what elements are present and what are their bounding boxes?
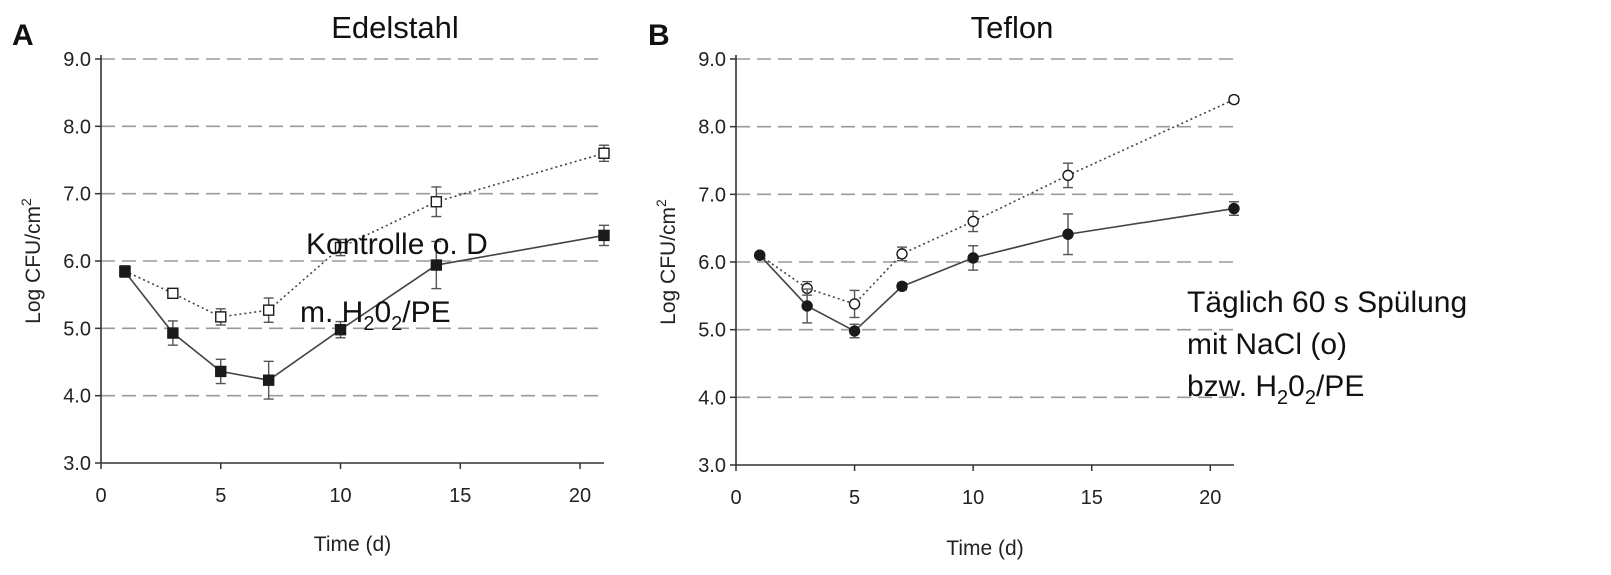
y-tick-label: 8.0: [698, 117, 726, 139]
data-point: [598, 147, 610, 159]
y-tick-label: 3.0: [698, 455, 726, 477]
y-tick-label: 5.0: [698, 320, 726, 342]
y-tick-label: 4.0: [698, 387, 726, 409]
y-tick-label: 7.0: [698, 184, 726, 206]
data-point: [1228, 93, 1240, 106]
x-tick-label: 0: [95, 485, 106, 507]
y-axis-label: Log CFU/cm2: [653, 199, 680, 325]
y-tick-label: 3.0: [63, 453, 91, 475]
y-tick-label: 6.0: [698, 252, 726, 274]
y-tick-label: 7.0: [63, 184, 91, 206]
annotation: Kontrolle o. D: [306, 228, 488, 261]
x-tick-label: 10: [329, 485, 351, 507]
annotation-text: /PE: [402, 296, 450, 329]
series-line: [759, 207, 1235, 332]
y-tick-label: 4.0: [63, 386, 91, 408]
y-axis-label-text: Log CFU/cm: [657, 207, 680, 325]
data-point: [848, 325, 861, 337]
annotation: mit NaCl (o): [1187, 328, 1347, 361]
data-point: [430, 196, 443, 208]
series-line: [759, 98, 1235, 305]
data-point: [1062, 169, 1074, 182]
x-tick-label: 15: [1081, 487, 1103, 509]
data-point: [119, 266, 131, 278]
data-point: [896, 280, 908, 293]
x-tick-label: 5: [215, 485, 226, 507]
data-point: [1062, 228, 1074, 240]
data-point: [430, 259, 443, 271]
annotation-text: 0: [1288, 370, 1305, 403]
y-tick-label: 6.0: [63, 251, 91, 273]
y-tick-label: 9.0: [63, 49, 91, 71]
y-tick-label: 5.0: [63, 318, 91, 340]
annotation-text: /PE: [1316, 370, 1364, 403]
x-axis-label: Time (d): [946, 537, 1023, 560]
data-point: [896, 248, 908, 260]
annotation-text: Kontrolle o. D: [306, 228, 488, 261]
y-tick-label: 9.0: [698, 49, 726, 71]
annotation: Täglich 60 s Spülung: [1187, 286, 1467, 319]
annotation: m. H202/PE: [300, 296, 451, 335]
data-point: [215, 311, 227, 323]
series-filled-circle: [754, 201, 1240, 339]
x-tick-label: 20: [1199, 487, 1221, 509]
data-point: [848, 298, 861, 310]
data-point: [801, 300, 813, 312]
x-tick-label: 15: [449, 485, 471, 507]
annotation-text: bzw. H: [1187, 370, 1277, 403]
data-point: [334, 241, 347, 254]
data-point: [598, 229, 610, 242]
series-open-circle: [754, 93, 1240, 319]
x-tick-label: 0: [730, 487, 741, 509]
data-point: [334, 323, 347, 336]
x-tick-label: 5: [849, 487, 860, 509]
annotation-text: mit NaCl (o): [1187, 328, 1347, 361]
annotation-text: 0: [374, 296, 391, 329]
data-point: [754, 249, 766, 261]
data-point: [262, 304, 275, 316]
y-axis-label-text: Log CFU/cm: [22, 206, 45, 324]
y-axis-label-superscript: 2: [18, 198, 34, 206]
annotation-text: Täglich 60 s Spülung: [1187, 286, 1467, 319]
panel-letter: B: [648, 19, 670, 52]
series-filled-square: [119, 224, 610, 400]
annotation: bzw. H202/PE: [1187, 370, 1364, 409]
chart-title: Edelstahl: [331, 10, 459, 45]
x-tick-label: 20: [569, 485, 591, 507]
data-point: [215, 365, 227, 378]
chart-title: Teflon: [971, 10, 1054, 45]
data-point: [167, 287, 179, 300]
data-point: [262, 374, 275, 386]
annotation-subscript: 2: [363, 313, 374, 335]
data-point: [967, 215, 979, 228]
annotation-subscript: 2: [391, 313, 402, 335]
y-axis-label: Log CFU/cm2: [18, 198, 45, 324]
data-point: [167, 327, 179, 339]
data-point: [967, 252, 979, 264]
y-axis-label-superscript: 2: [653, 199, 669, 207]
x-axis-label: Time (d): [314, 533, 391, 556]
panel-letter: A: [12, 19, 34, 52]
annotation-text: m. H: [300, 296, 363, 329]
x-tick-label: 10: [962, 487, 984, 509]
annotation-subscript: 2: [1305, 387, 1316, 409]
y-tick-label: 8.0: [63, 116, 91, 138]
annotation-subscript: 2: [1277, 387, 1288, 409]
data-point: [1228, 202, 1240, 215]
